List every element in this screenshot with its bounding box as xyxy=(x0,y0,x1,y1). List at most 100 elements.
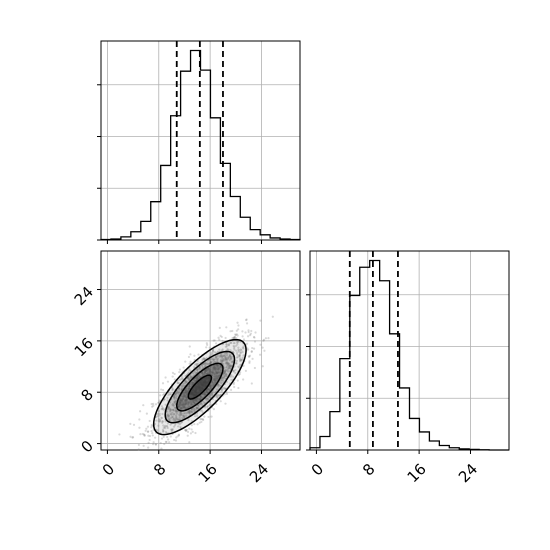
sample-point xyxy=(233,345,236,348)
sample-point xyxy=(245,318,248,321)
sample-point xyxy=(232,336,235,340)
sample-point xyxy=(180,386,184,389)
sample-point xyxy=(172,417,176,420)
sample-point xyxy=(224,356,228,359)
sample-point xyxy=(171,411,174,414)
sample-point xyxy=(195,406,199,409)
sample-point xyxy=(230,365,233,368)
sample-point xyxy=(225,343,228,346)
sample-point xyxy=(207,368,210,372)
sample-point xyxy=(227,356,230,359)
sample-point xyxy=(184,391,187,395)
sample-point xyxy=(235,356,239,359)
sample-point xyxy=(181,403,184,406)
sample-point xyxy=(229,330,232,333)
sample-point xyxy=(271,315,274,318)
sample-point xyxy=(232,381,236,384)
sample-point xyxy=(215,342,218,345)
hist-x-frame xyxy=(100,40,301,241)
sample-point xyxy=(230,378,233,381)
sample-point xyxy=(206,398,210,401)
sample-point xyxy=(187,411,190,414)
sample-point xyxy=(175,394,178,398)
sample-point xyxy=(203,392,207,395)
sample-point xyxy=(225,359,228,362)
sample-point xyxy=(220,390,223,393)
sample-point xyxy=(196,369,199,372)
sample-point xyxy=(217,371,220,374)
sample-point xyxy=(204,370,207,373)
sample-point xyxy=(229,364,232,367)
sample-point xyxy=(195,405,198,409)
sample-point xyxy=(174,408,178,411)
sample-point xyxy=(216,359,219,362)
sample-point xyxy=(207,415,210,419)
sample-point xyxy=(188,362,191,365)
sample-point xyxy=(217,385,220,388)
sample-point xyxy=(267,337,270,340)
sample-point xyxy=(169,410,172,413)
sample-point xyxy=(229,357,233,360)
sample-point xyxy=(227,364,230,367)
sample-point xyxy=(195,399,198,403)
sample-point xyxy=(160,388,163,391)
sample-point xyxy=(263,349,266,352)
sample-point xyxy=(218,384,221,387)
sample-point xyxy=(177,433,181,436)
sample-point xyxy=(180,387,184,390)
sample-point xyxy=(147,446,150,449)
sample-point xyxy=(227,370,230,373)
sample-point xyxy=(139,410,142,413)
sample-point xyxy=(212,383,216,386)
sample-point xyxy=(207,395,210,398)
sample-point xyxy=(179,413,182,416)
sample-point xyxy=(214,375,217,378)
sample-point xyxy=(205,397,208,400)
sample-point xyxy=(262,338,266,341)
sample-point xyxy=(194,380,197,383)
sample-point xyxy=(210,393,214,397)
sample-point xyxy=(215,377,218,380)
sample-point xyxy=(203,393,206,397)
sample-point xyxy=(173,397,176,401)
sample-point xyxy=(227,348,230,351)
sample-point xyxy=(187,389,190,393)
sample-point xyxy=(216,371,219,374)
sample-point xyxy=(202,357,205,360)
sample-point xyxy=(240,358,243,361)
sample-point xyxy=(173,396,176,399)
sample-point xyxy=(238,353,242,356)
sample-point xyxy=(236,334,239,337)
sample-point xyxy=(190,409,193,412)
sample-point xyxy=(219,358,223,361)
sample-point xyxy=(229,388,233,391)
sample-point xyxy=(237,365,240,368)
sample-point xyxy=(190,410,193,413)
sample-point xyxy=(212,366,216,369)
sample-point xyxy=(177,425,180,428)
sample-point xyxy=(179,403,182,406)
sample-point xyxy=(202,393,205,396)
sample-point xyxy=(161,421,164,424)
sample-point xyxy=(172,418,175,421)
sample-point xyxy=(219,360,222,363)
sample-point xyxy=(203,358,206,361)
sample-point xyxy=(137,443,140,447)
joint-x-tick-label-16: 16 xyxy=(195,460,221,486)
sample-point xyxy=(246,347,249,350)
sample-point xyxy=(225,375,228,378)
sample-point xyxy=(210,415,213,418)
sample-point xyxy=(175,411,178,414)
sample-point xyxy=(198,398,201,401)
sample-point xyxy=(224,336,227,340)
sample-point xyxy=(156,414,159,418)
sample-point xyxy=(190,424,193,427)
sample-point xyxy=(178,401,182,404)
sample-point xyxy=(188,368,191,371)
sample-point xyxy=(173,394,177,397)
sample-point xyxy=(196,375,199,378)
sample-point xyxy=(215,372,218,375)
sample-point xyxy=(205,368,208,371)
sample-point xyxy=(224,357,228,361)
sample-point xyxy=(223,387,226,390)
